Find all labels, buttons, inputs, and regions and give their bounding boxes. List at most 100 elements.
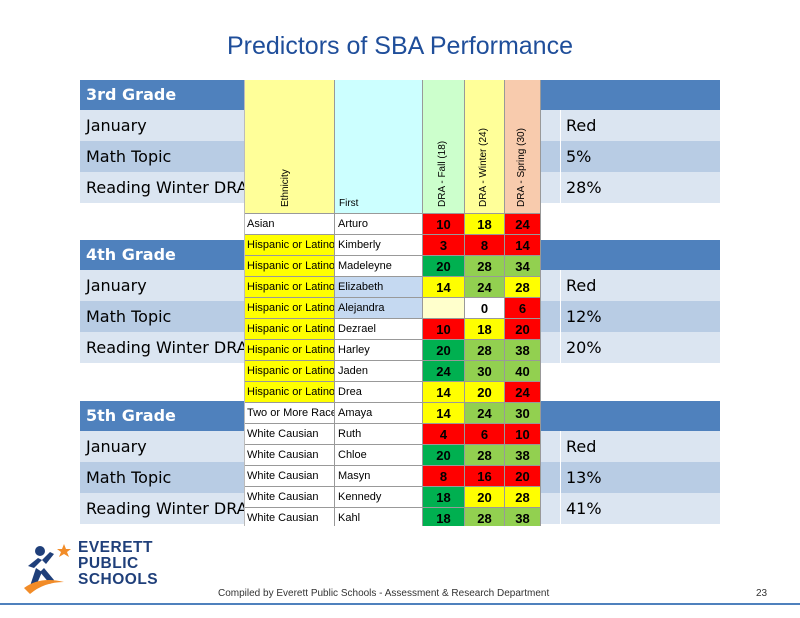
dra-fall-cell: 18 xyxy=(423,508,465,526)
dra-fall-cell: 20 xyxy=(423,445,465,466)
dra-spring-cell: 10 xyxy=(505,424,541,445)
sheet-row: White Causian Ruth 4 6 10 xyxy=(245,424,541,445)
sheet-row: Hispanic or Latino Elizabeth 14 24 28 xyxy=(245,277,541,298)
dra-winter-cell: 28 xyxy=(465,340,505,361)
dra-winter-cell: 24 xyxy=(465,277,505,298)
ethnicity-cell: Hispanic or Latino xyxy=(245,361,335,382)
logo-line: PUBLIC xyxy=(78,555,139,572)
logo-line: EVERETT xyxy=(78,539,153,556)
sheet-row: White Causian Kahl 18 28 38 xyxy=(245,508,541,526)
dra-spring-cell: 34 xyxy=(505,256,541,277)
dra-winter-cell: 20 xyxy=(465,487,505,508)
first-name-cell: Chloe xyxy=(335,445,423,466)
sheet-row: Asian Arturo 10 18 24 xyxy=(245,214,541,235)
row-value: Red xyxy=(566,116,597,135)
dra-winter-cell: 8 xyxy=(465,235,505,256)
dra-spring-cell: 24 xyxy=(505,382,541,403)
header-first-label: First xyxy=(339,198,359,209)
dra-spring-cell: 38 xyxy=(505,508,541,526)
everett-public-schools-logo: EVERETT PUBLIC SCHOOLS xyxy=(20,540,170,605)
dra-spring-cell: 28 xyxy=(505,487,541,508)
header-spring-label: DRA - Spring (30) xyxy=(516,128,527,207)
dra-fall-cell: 3 xyxy=(423,235,465,256)
dra-spring-cell: 38 xyxy=(505,445,541,466)
dra-fall-cell: 14 xyxy=(423,382,465,403)
row-value: 13% xyxy=(566,468,602,487)
row-value: Red xyxy=(566,276,597,295)
dra-fall-cell xyxy=(423,298,465,319)
dra-winter-cell: 28 xyxy=(465,508,505,526)
row-value: 5% xyxy=(566,147,592,166)
first-name-cell: Jaden xyxy=(335,361,423,382)
dra-fall-cell: 24 xyxy=(423,361,465,382)
dra-spring-cell: 20 xyxy=(505,319,541,340)
ethnicity-cell: White Causian xyxy=(245,508,335,526)
first-name-cell: Alejandra xyxy=(335,298,423,319)
row-label: Reading Winter DRA xyxy=(86,178,248,197)
slide-title: Predictors of SBA Performance xyxy=(227,32,573,60)
dra-spring-cell: 30 xyxy=(505,403,541,424)
ethnicity-cell: Hispanic or Latino xyxy=(245,298,335,319)
first-name-cell: Kahl xyxy=(335,508,423,526)
page-number: 23 xyxy=(756,588,768,599)
sheet-row: Hispanic or Latino Drea 14 20 24 xyxy=(245,382,541,403)
row-label: Math Topic xyxy=(86,147,172,166)
dra-winter-cell: 18 xyxy=(465,319,505,340)
dra-spring-cell: 24 xyxy=(505,214,541,235)
logo-line: SCHOOLS xyxy=(78,571,159,588)
logo-text: EVERETT PUBLIC SCHOOLS xyxy=(78,540,158,588)
ethnicity-cell: Two or More Races xyxy=(245,403,335,424)
row-label: January xyxy=(86,116,147,135)
dra-winter-cell: 0 xyxy=(465,298,505,319)
first-name-cell: Madeleyne xyxy=(335,256,423,277)
ethnicity-cell: Hispanic or Latino xyxy=(245,235,335,256)
sheet-row: Hispanic or Latino Jaden 24 30 40 xyxy=(245,361,541,382)
ethnicity-cell: White Causian xyxy=(245,466,335,487)
ethnicity-cell: White Causian xyxy=(245,487,335,508)
row-value: Red xyxy=(566,437,597,456)
header-winter-label: DRA - Winter (24) xyxy=(478,128,489,207)
bottom-divider xyxy=(0,603,800,605)
dra-spring-cell: 40 xyxy=(505,361,541,382)
header-ethnicity-label: Ethnicity xyxy=(280,169,291,207)
ethnicity-cell: Hispanic or Latino xyxy=(245,340,335,361)
dra-winter-cell: 18 xyxy=(465,214,505,235)
first-name-cell: Amaya xyxy=(335,403,423,424)
header-winter: DRA - Winter (24) xyxy=(465,80,505,214)
ethnicity-cell: Asian xyxy=(245,214,335,235)
first-name-cell: Kimberly xyxy=(335,235,423,256)
row-label: January xyxy=(86,276,147,295)
dra-fall-cell: 8 xyxy=(423,466,465,487)
dra-winter-cell: 20 xyxy=(465,382,505,403)
first-name-cell: Dezrael xyxy=(335,319,423,340)
sheet-row: White Causian Chloe 20 28 38 xyxy=(245,445,541,466)
first-name-cell: Masyn xyxy=(335,466,423,487)
dra-fall-cell: 20 xyxy=(423,340,465,361)
dra-winter-cell: 30 xyxy=(465,361,505,382)
first-name-cell: Arturo xyxy=(335,214,423,235)
footer-credit: Compiled by Everett Public Schools - Ass… xyxy=(218,588,550,599)
sheet-row: Hispanic or Latino Alejandra 0 6 xyxy=(245,298,541,319)
first-name-cell: Harley xyxy=(335,340,423,361)
dra-winter-cell: 16 xyxy=(465,466,505,487)
dra-fall-cell: 18 xyxy=(423,487,465,508)
dra-fall-cell: 14 xyxy=(423,277,465,298)
ethnicity-cell: White Causian xyxy=(245,424,335,445)
dra-fall-cell: 10 xyxy=(423,319,465,340)
ethnicity-cell: White Causian xyxy=(245,445,335,466)
row-label: Math Topic xyxy=(86,307,172,326)
sheet-row: Hispanic or Latino Madeleyne 20 28 34 xyxy=(245,256,541,277)
row-label: January xyxy=(86,437,147,456)
header-first: First xyxy=(335,80,423,214)
ethnicity-cell: Hispanic or Latino xyxy=(245,382,335,403)
header-spring: DRA - Spring (30) xyxy=(505,80,541,214)
dra-winter-cell: 28 xyxy=(465,256,505,277)
ethnicity-cell: Hispanic or Latino xyxy=(245,319,335,340)
row-value: 28% xyxy=(566,178,602,197)
dra-fall-cell: 4 xyxy=(423,424,465,445)
row-value: 41% xyxy=(566,499,602,518)
ethnicity-cell: Hispanic or Latino xyxy=(245,256,335,277)
header-ethnicity: Ethnicity xyxy=(245,80,335,214)
dra-spring-cell: 20 xyxy=(505,466,541,487)
first-name-cell: Elizabeth xyxy=(335,277,423,298)
